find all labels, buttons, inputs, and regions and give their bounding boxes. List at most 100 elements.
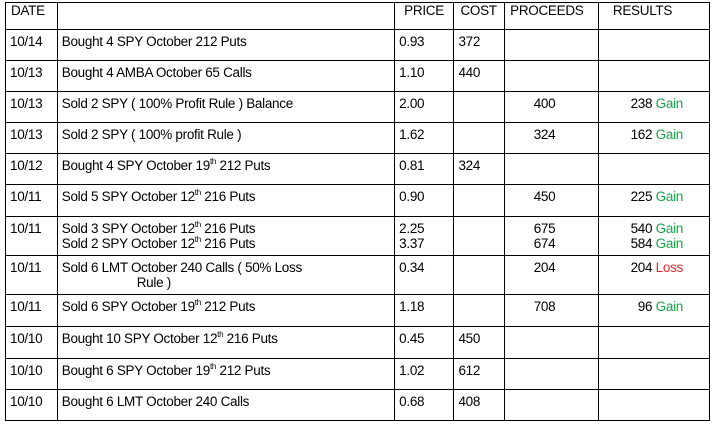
ordinal-suffix: th — [217, 329, 224, 339]
results-cell — [597, 326, 711, 359]
table-row: 10/10 Bought 6 LMT October 240 Calls 0.68 4… — [5, 389, 711, 421]
cost-cell: 408 — [453, 389, 506, 421]
cost-cell — [453, 122, 506, 154]
results-cell — [597, 389, 711, 421]
result-amount: 584 — [630, 236, 653, 251]
price-value: 1.62 — [399, 127, 425, 142]
cost-cell — [453, 184, 506, 217]
header-proceeds: PROCEEDS — [504, 2, 599, 30]
price-cell: 0.34 — [394, 255, 455, 295]
description-line: Bought 4 SPY October 212 Puts — [61, 34, 247, 49]
description-line: Sold 3 SPY October 12th 216 Puts — [61, 219, 256, 236]
result-amount: 204 — [630, 260, 653, 275]
results-cell — [597, 153, 711, 185]
result-line: 96 Gain — [603, 299, 684, 314]
results-cell — [597, 358, 711, 390]
price-cell: 1.18 — [394, 294, 455, 327]
price-value: 0.34 — [399, 260, 425, 275]
price-cell: 0.93 — [394, 29, 455, 61]
description-cell: Bought 6 LMT October 240 Calls — [56, 389, 396, 421]
ordinal-suffix: th — [194, 297, 201, 307]
proceeds-cell — [504, 389, 599, 421]
result-line: 204 Loss — [603, 260, 684, 275]
description-line: Sold 2 SPY October 12th 216 Puts — [61, 234, 256, 251]
gain-label: Gain — [655, 236, 684, 251]
proceeds-cell: 708 — [504, 294, 599, 327]
header-description — [56, 2, 396, 30]
table-row: 10/13 Bought 4 AMBA October 65 Calls 1.10 4… — [5, 60, 711, 92]
date-cell: 10/12 — [5, 153, 58, 185]
ordinal-suffix: th — [194, 187, 201, 197]
price-value: 0.68 — [399, 394, 425, 409]
result-amount: 96 — [637, 299, 653, 314]
price-value: 3.37 — [399, 236, 425, 251]
description-line: Sold 5 SPY October 12th 216 Puts — [61, 187, 256, 204]
cost-cell: 324 — [453, 153, 506, 185]
proceeds-cell — [504, 29, 599, 61]
price-cell: 1.62 — [394, 122, 455, 154]
date-cell: 10/13 — [5, 60, 58, 92]
price-cell: 2.25 3.37 — [394, 216, 455, 256]
price-cell: 1.02 — [394, 358, 455, 390]
cost-cell — [453, 216, 506, 256]
description-line: Sold 2 SPY ( 100% profit Rule ) — [61, 127, 242, 142]
price-cell: 0.68 — [394, 389, 455, 421]
header-row: DATE PRICE COST PROCEEDS RESULTS — [5, 2, 711, 30]
results-cell — [597, 29, 711, 61]
table-row: 10/13 Sold 2 SPY ( 100% profit Rule ) 1.62… — [5, 122, 711, 154]
description-line: Bought 10 SPY October 12th 216 Puts — [61, 329, 278, 346]
description-cell: Sold 6 SPY October 19th 212 Puts — [56, 294, 396, 327]
proceeds-value: 400 — [533, 96, 556, 111]
description-cell: Sold 2 SPY ( 100% Profit Rule ) Balance — [56, 91, 396, 123]
description-cell: Bought 6 SPY October 19th 212 Puts — [56, 358, 396, 390]
proceeds-value: 708 — [533, 299, 556, 314]
ordinal-suffix: th — [209, 156, 217, 166]
description-cell: Sold 5 SPY October 12th 216 Puts — [56, 184, 396, 217]
price-cell: 0.81 — [394, 153, 455, 185]
result-line: 238 Gain — [603, 96, 684, 111]
gain-label: Gain — [655, 299, 684, 314]
proceeds-value: 450 — [533, 189, 556, 204]
date-cell: 10/13 — [5, 122, 58, 154]
date-cell: 10/10 — [5, 389, 58, 421]
proceeds-cell — [504, 153, 599, 185]
proceeds-value: 674 — [533, 236, 556, 251]
price-cell: 0.90 — [394, 184, 455, 217]
proceeds-cell: 324 — [504, 122, 599, 154]
table-row: 10/10 Bought 6 SPY October 19th 212 Puts 1… — [5, 358, 711, 390]
description-cell: Sold 2 SPY ( 100% profit Rule ) — [56, 122, 396, 154]
proceeds-value: 204 — [533, 260, 556, 275]
cost-cell — [453, 294, 506, 327]
table-row: 10/11 Sold 6 SPY October 19th 212 Puts 1.1… — [5, 294, 711, 327]
table-row: 10/11 Sold 5 SPY October 12th 216 Puts 0.9… — [5, 184, 711, 217]
results-cell: 96 Gain — [597, 294, 711, 327]
description-line: Bought 4 AMBA October 65 Calls — [61, 65, 252, 80]
description-line: Bought 6 SPY October 19th 212 Puts — [61, 361, 271, 378]
results-cell: 225 Gain — [597, 184, 711, 217]
date-cell: 10/14 — [5, 29, 58, 61]
ordinal-suffix: th — [209, 361, 217, 371]
proceeds-value: 324 — [533, 127, 556, 142]
price-value: 1.02 — [399, 363, 425, 378]
date-cell: 10/11 — [5, 216, 58, 256]
price-value: 1.18 — [399, 299, 425, 314]
price-value: 0.45 — [399, 331, 425, 346]
result-line: 162 Gain — [603, 127, 684, 142]
table-row: 10/12 Bought 4 SPY October 19th 212 Puts 0… — [5, 153, 711, 185]
results-cell — [597, 60, 711, 92]
proceeds-value: 675 — [533, 221, 556, 236]
trades-table: DATE PRICE COST PROCEEDS RESULTS 10/14 Bo… — [5, 2, 711, 421]
description-cell: Sold 3 SPY October 12th 216 Puts Sold 2 S… — [56, 216, 396, 256]
price-value: 2.00 — [399, 96, 425, 111]
table-row: 10/11 Sold 3 SPY October 12th 216 Puts Sol… — [5, 216, 711, 256]
price-cell: 0.45 — [394, 326, 455, 359]
description-line: Bought 6 LMT October 240 Calls — [61, 394, 250, 409]
header-price: PRICE — [394, 2, 455, 30]
result-line: 225 Gain — [603, 189, 684, 204]
gain-label: Gain — [655, 96, 684, 111]
cost-cell: 450 — [453, 326, 506, 359]
result-amount: 238 — [630, 96, 653, 111]
results-cell: 204 Loss — [597, 255, 711, 295]
results-cell: 540 Gain 584 Gain — [597, 216, 711, 256]
price-cell: 1.10 — [394, 60, 455, 92]
